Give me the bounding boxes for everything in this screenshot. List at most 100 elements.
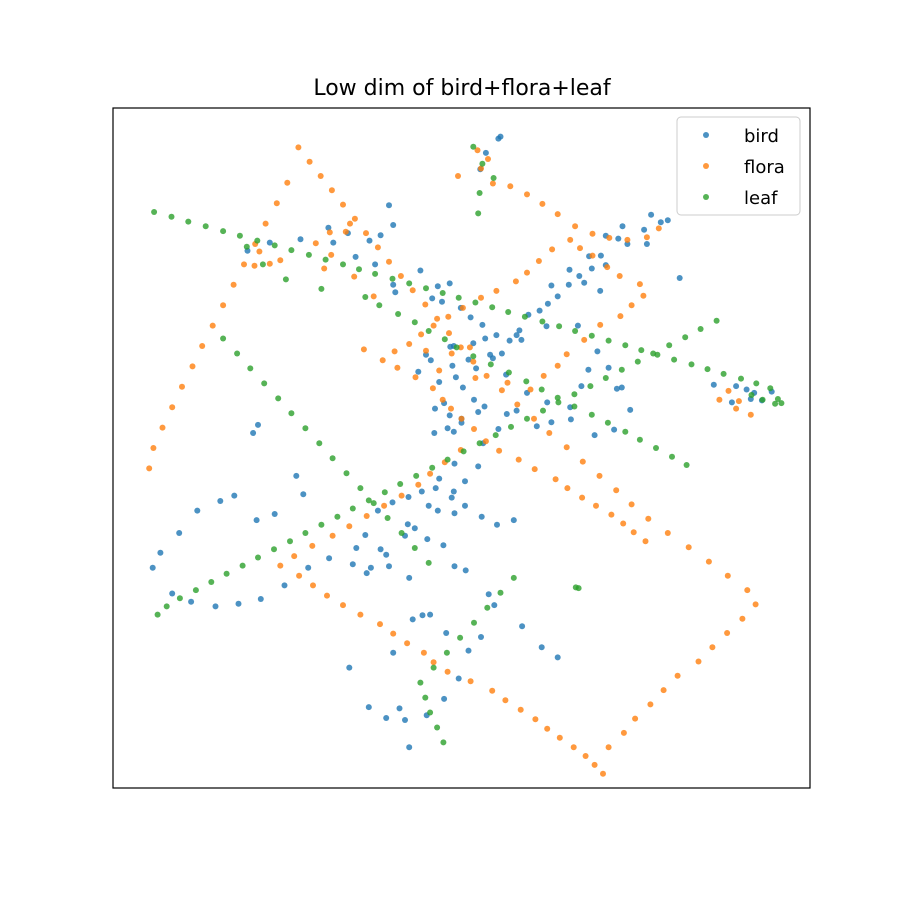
leaf-point	[234, 350, 241, 357]
leaf-point	[271, 546, 277, 553]
flora-point	[467, 678, 474, 685]
flora-point	[312, 240, 319, 247]
leaf-point	[425, 328, 432, 334]
flora-point	[605, 744, 612, 751]
flora-point	[459, 304, 466, 311]
bird-point	[624, 241, 631, 247]
flora-point	[624, 236, 631, 243]
bird-point	[434, 283, 441, 290]
leaf-point	[604, 419, 611, 426]
bird-point	[431, 430, 438, 436]
bird-point	[597, 252, 604, 259]
bird-point	[495, 135, 502, 142]
flora-point	[455, 173, 461, 179]
leaf-point	[487, 361, 494, 368]
flora-point	[386, 258, 392, 265]
bird-point	[436, 379, 443, 385]
leaf-point	[362, 294, 369, 300]
flora-point	[159, 424, 166, 431]
flora-point	[655, 225, 662, 232]
flora-point	[430, 659, 437, 666]
flora-point	[572, 223, 579, 230]
flora-point	[709, 644, 716, 651]
leaf-point	[220, 228, 227, 235]
bird-point	[390, 222, 397, 228]
leaf-point	[254, 237, 261, 244]
flora-point	[370, 293, 377, 300]
leaf-point	[357, 485, 364, 492]
bird-point	[386, 202, 392, 209]
bird-point	[605, 364, 612, 371]
bird-point	[434, 507, 441, 514]
bird-point	[425, 502, 432, 509]
leaf-point	[523, 378, 530, 385]
series-leaf	[151, 143, 785, 746]
legend-marker-bird	[703, 132, 709, 138]
bird-point	[405, 494, 412, 500]
leaf-point	[370, 500, 377, 507]
bird-point	[386, 563, 392, 570]
bird-point	[451, 460, 458, 467]
flora-point	[329, 532, 336, 539]
flora-point	[524, 269, 530, 276]
flora-point	[427, 470, 434, 477]
leaf-point	[334, 513, 341, 520]
flora-point	[409, 287, 416, 294]
leaf-point	[395, 311, 402, 317]
bird-point	[429, 295, 436, 302]
bird-point	[516, 327, 523, 334]
flora-point	[220, 302, 227, 309]
flora-point	[430, 322, 437, 329]
flora-point	[591, 761, 598, 768]
flora-point	[600, 770, 606, 777]
flora-point	[357, 611, 364, 618]
bird-point	[441, 695, 448, 702]
flora-point	[423, 347, 429, 354]
bird-point	[250, 430, 257, 436]
bird-point	[281, 582, 288, 589]
leaf-point	[472, 299, 479, 306]
leaf-point	[417, 679, 424, 686]
bird-point	[418, 488, 425, 495]
legend-marker-leaf	[703, 194, 709, 200]
leaf-point	[440, 739, 447, 746]
flora-point	[579, 494, 586, 501]
leaf-point	[588, 332, 595, 339]
flora-point	[397, 273, 404, 279]
bird-point	[565, 281, 572, 288]
leaf-point	[356, 266, 362, 273]
flora-point	[415, 481, 422, 488]
bird-point	[648, 211, 655, 218]
bird-point	[519, 623, 526, 630]
leaf-point	[329, 455, 336, 462]
flora-point	[448, 405, 454, 412]
bird-point	[432, 405, 438, 412]
leaf-point	[443, 649, 450, 656]
leaf-point	[422, 694, 429, 701]
flora-point	[540, 372, 547, 379]
flora-point	[724, 572, 731, 579]
bird-point	[459, 384, 466, 391]
flora-point	[532, 716, 539, 723]
leaf-point	[185, 218, 192, 225]
leaf-point	[261, 380, 268, 387]
flora-point	[608, 511, 615, 518]
leaf-point	[305, 251, 312, 258]
leaf-point	[508, 423, 514, 430]
bird-point	[554, 293, 561, 300]
leaf-point	[539, 318, 546, 325]
flora-point	[512, 278, 519, 285]
leaf-point	[322, 256, 329, 263]
series-flora	[146, 144, 759, 777]
leaf-point	[202, 223, 209, 230]
flora-point	[645, 515, 652, 522]
leaf-point	[168, 213, 175, 220]
leaf-point	[688, 361, 695, 368]
bird-point	[446, 280, 453, 287]
bird-point	[383, 551, 390, 558]
flora-point	[429, 385, 436, 392]
bird-point	[543, 323, 550, 330]
flora-point	[296, 572, 303, 579]
flora-point	[446, 330, 452, 337]
leaf-point	[470, 353, 477, 360]
